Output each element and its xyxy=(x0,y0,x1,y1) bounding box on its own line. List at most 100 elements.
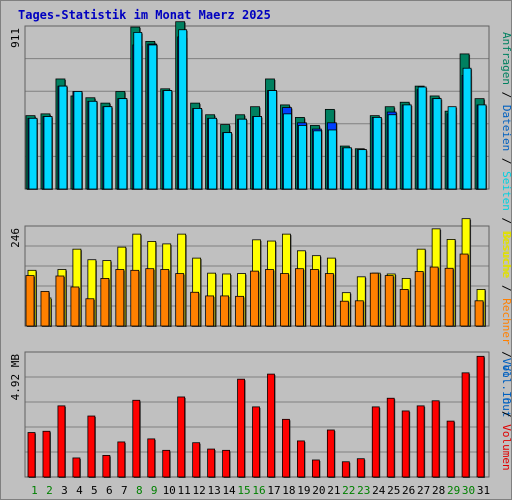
bar-seiten xyxy=(447,106,457,190)
bar-volumen xyxy=(431,400,440,478)
chart-title: Tages-Statistik im Monat Maerz 2025 xyxy=(18,8,271,22)
x-tick-label: 29 xyxy=(447,484,460,497)
bar-rechner xyxy=(414,271,424,327)
panel-max-label: 246 xyxy=(9,228,22,248)
bar-volumen xyxy=(341,461,350,478)
bar-seiten xyxy=(387,114,397,190)
bar-volumen xyxy=(371,406,380,478)
bar-volumen xyxy=(401,410,410,478)
bar-seiten xyxy=(283,113,292,190)
bar-seiten xyxy=(223,132,232,190)
x-tick-label: 10 xyxy=(163,484,176,497)
side-label-part: Anfragen xyxy=(500,32,512,85)
bar-rechner xyxy=(295,268,304,327)
bar-volumen xyxy=(237,378,245,478)
bar-volumen xyxy=(72,457,81,478)
panel-side-label: Anfragen / Dateien / Seiten / Besuche xyxy=(500,32,512,277)
x-tick-label: 14 xyxy=(222,484,236,497)
bar-volumen xyxy=(162,449,171,478)
bar-volumen xyxy=(222,449,230,478)
x-tick-label: 16 xyxy=(252,484,265,497)
x-tick-label: 1 xyxy=(31,484,38,497)
bar-seiten xyxy=(88,100,98,190)
panel-max-label: 4.92 MB xyxy=(9,354,22,401)
bar-rechner xyxy=(25,275,35,327)
bar-volumen xyxy=(87,415,96,478)
bar-seiten xyxy=(253,116,262,190)
bar-volumen xyxy=(356,458,365,478)
panel-side-label: Besuche / Rechner / Vol. Out xyxy=(500,232,512,417)
bar-seiten xyxy=(58,85,68,190)
x-tick-label: 23 xyxy=(357,484,370,497)
bar-rechner xyxy=(235,295,244,327)
bar-rechner xyxy=(354,300,364,327)
x-tick-label: 13 xyxy=(207,484,220,497)
bar-seiten xyxy=(28,117,38,190)
bar-volumen xyxy=(416,405,425,478)
x-tick-label: 7 xyxy=(121,484,128,497)
side-label-part: Seiten xyxy=(500,171,512,211)
bar-seiten xyxy=(103,106,113,190)
side-label-part: / xyxy=(500,85,512,105)
x-tick-label: 26 xyxy=(402,484,415,497)
x-tick-label: 8 xyxy=(136,484,143,497)
bar-volumen xyxy=(476,355,485,478)
bar-seiten xyxy=(193,108,203,190)
bar-rechner xyxy=(250,270,259,327)
bar-rechner xyxy=(220,295,229,327)
bar-volumen xyxy=(282,418,290,478)
bar-rechner xyxy=(100,278,110,327)
x-tick-label: 17 xyxy=(267,484,280,497)
x-tick-label: 28 xyxy=(432,484,445,497)
bar-volumen xyxy=(192,442,201,478)
bar-rechner xyxy=(115,269,125,327)
bar-volumen xyxy=(267,373,275,478)
bar-volumen xyxy=(461,372,470,478)
bar-rechner xyxy=(175,273,185,327)
x-tick-label: 3 xyxy=(61,484,68,497)
bar-volumen xyxy=(57,405,66,478)
panel-side-label: Vol. In / Volumen xyxy=(500,358,512,471)
side-label-part: Volumen xyxy=(500,424,512,470)
bar-seiten xyxy=(402,104,412,190)
x-tick-label: 30 xyxy=(462,484,475,497)
side-label-part: Vol. In xyxy=(500,358,512,404)
bar-seiten xyxy=(432,98,442,190)
side-label-part: / xyxy=(500,278,512,298)
side-label-part: Vol. Out xyxy=(500,364,512,417)
bar-volumen xyxy=(386,397,395,478)
bar-seiten xyxy=(238,118,247,190)
x-tick-label: 15 xyxy=(237,484,250,497)
side-label-part: Rechner xyxy=(500,298,512,345)
bar-volumen xyxy=(27,432,36,478)
x-tick-label: 27 xyxy=(417,484,430,497)
bar-seiten xyxy=(357,149,367,190)
bar-seiten xyxy=(342,147,352,190)
bar-volumen xyxy=(102,455,111,478)
bar-rechner xyxy=(130,269,140,327)
bar-seiten xyxy=(73,91,83,190)
bar-volumen xyxy=(297,440,305,478)
bar-volumen xyxy=(117,441,126,478)
x-tick-label: 18 xyxy=(282,484,295,497)
bar-rechner xyxy=(265,269,274,327)
x-tick-label: 9 xyxy=(151,484,158,497)
bar-rechner xyxy=(55,275,65,327)
bar-seiten xyxy=(477,104,487,190)
side-label-part: Dateien xyxy=(500,105,512,151)
bar-rechner xyxy=(444,267,454,327)
bar-seiten xyxy=(178,29,188,190)
x-tick-label: 5 xyxy=(91,484,98,497)
bar-rechner xyxy=(280,273,289,327)
bar-seiten xyxy=(118,98,128,190)
bar-rechner xyxy=(40,291,50,327)
bar-seiten xyxy=(268,90,277,190)
bar-volumen xyxy=(311,459,320,478)
side-label-part: / xyxy=(500,151,512,171)
bar-seiten xyxy=(298,125,307,190)
bar-rechner xyxy=(160,269,170,327)
x-tick-label: 25 xyxy=(387,484,400,497)
side-label-part: Besuche xyxy=(500,232,512,278)
side-label-part: / xyxy=(500,404,512,424)
